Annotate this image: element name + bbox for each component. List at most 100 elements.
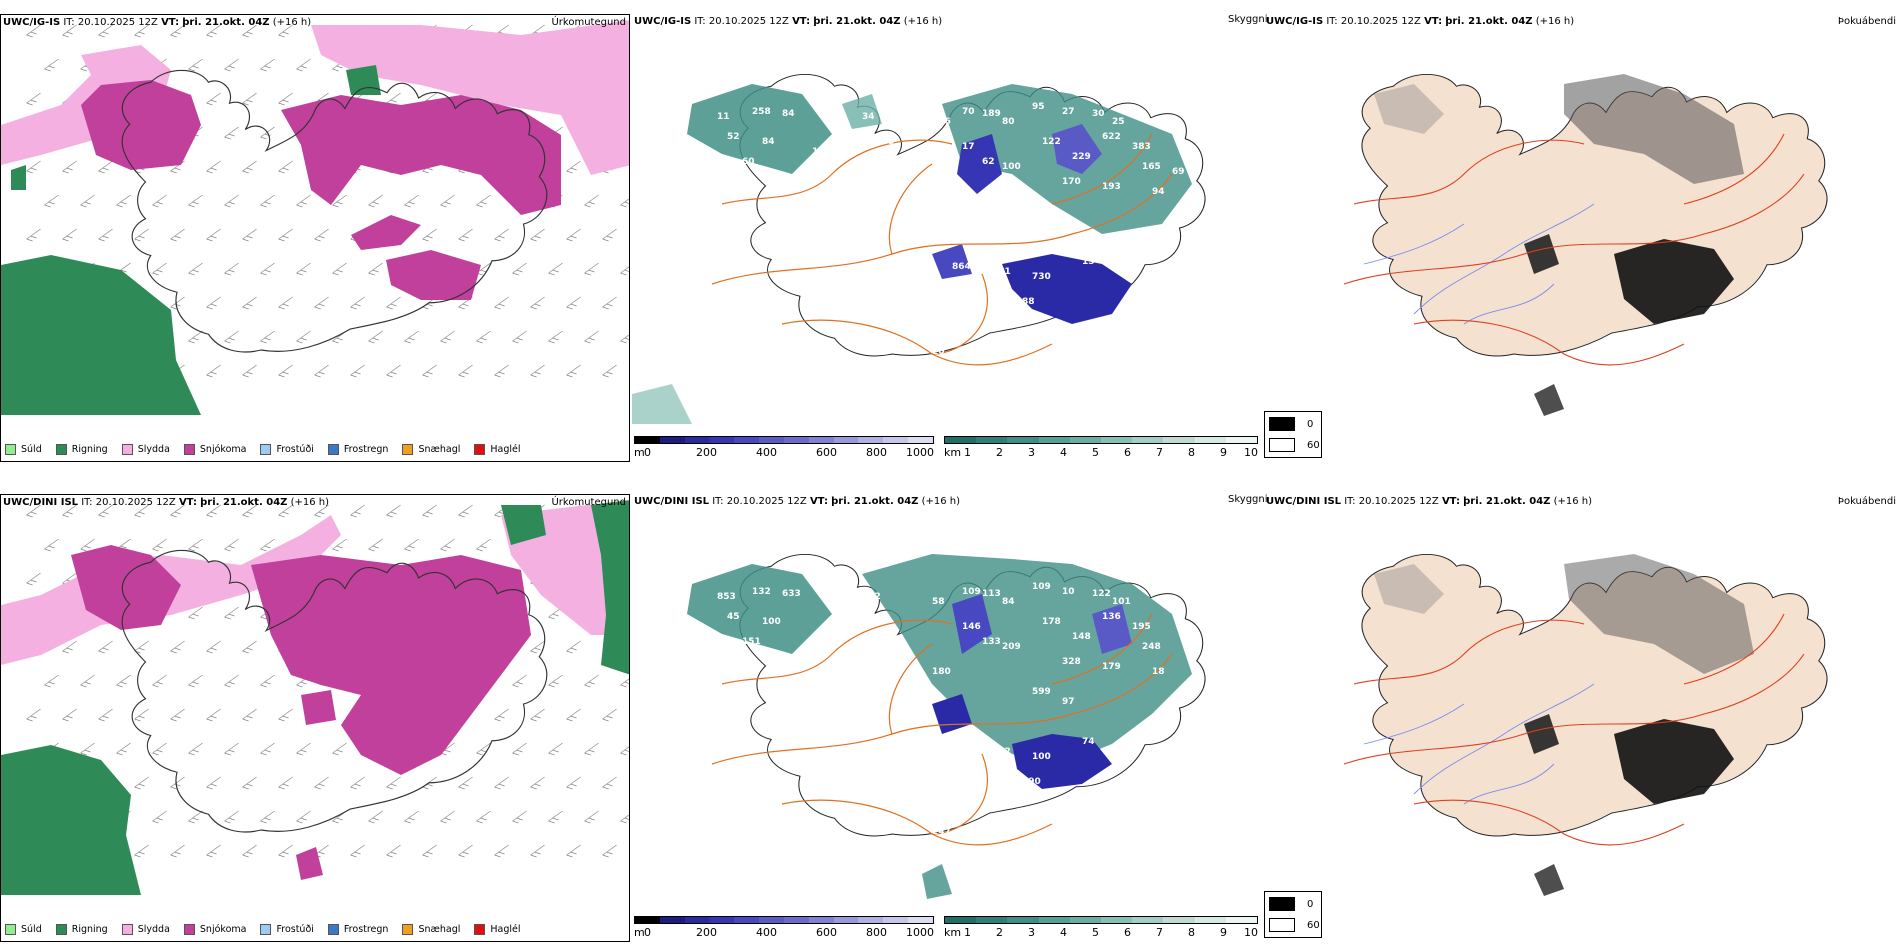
wind-barb xyxy=(494,296,509,310)
wind-barb xyxy=(44,58,59,72)
rain-area xyxy=(11,165,26,190)
wind-barb xyxy=(206,776,221,790)
wind-barb xyxy=(206,160,221,174)
fog-map-1 xyxy=(1343,73,1828,416)
ceiling-value-label: 179 xyxy=(1102,662,1121,672)
legend-item: Rigning xyxy=(55,444,108,455)
wind-barb xyxy=(350,364,365,378)
wind-barb xyxy=(368,330,383,344)
legend-swatch xyxy=(260,924,272,935)
ceiling-value-label: 622 xyxy=(862,592,881,602)
wind-barb xyxy=(224,606,239,620)
fog-legend-item: 0 xyxy=(1269,417,1313,431)
wind-barb xyxy=(386,504,401,518)
low-visibility-area xyxy=(687,564,832,654)
ceiling-value-label: 853 xyxy=(717,592,736,602)
fog-area xyxy=(1524,714,1559,754)
ceiling-value-label: 247 xyxy=(912,737,931,747)
ceiling-value-label: 170 xyxy=(1062,177,1081,187)
wind-barb xyxy=(206,296,221,310)
colorbar-step xyxy=(1007,437,1039,443)
visibility-unit: km xyxy=(944,926,962,939)
colorbar-step xyxy=(833,437,859,443)
wind-barb xyxy=(170,24,185,38)
wind-barb xyxy=(314,228,329,242)
colorbar-step xyxy=(783,917,809,923)
legend-swatch xyxy=(121,924,133,935)
visibility-tick: 6 xyxy=(1124,926,1131,939)
colorbar-step xyxy=(1007,917,1039,923)
ceiling-tick: 200 xyxy=(696,926,717,939)
colorbar-step xyxy=(1069,917,1102,923)
wind-barb xyxy=(368,262,383,276)
ceiling-unit: m xyxy=(634,926,645,939)
ceiling-value-label: 133 xyxy=(982,637,1001,647)
wind-barb xyxy=(530,640,545,654)
wind-barb xyxy=(278,504,293,518)
precip-map-2 xyxy=(1,495,629,895)
wind-barb xyxy=(98,228,113,242)
ceiling-value-label: 84 xyxy=(1002,597,1015,607)
ceiling-value-label: 74 xyxy=(1082,737,1095,747)
variable-label: Þokuábendi xyxy=(1837,496,1896,507)
wind-barb xyxy=(602,844,617,858)
legend-swatch xyxy=(183,444,195,455)
wind-barb xyxy=(386,776,401,790)
wind-barb xyxy=(458,504,473,518)
colorbar-step xyxy=(1163,917,1195,923)
fog-legend-swatch xyxy=(1269,417,1295,431)
ceiling-value-label: 113 xyxy=(982,589,1001,599)
wind-barb xyxy=(170,640,185,654)
wind-barb xyxy=(206,92,221,106)
colorbar-step xyxy=(659,917,685,923)
ceiling-value-label: 11 xyxy=(717,112,730,122)
wind-barb xyxy=(566,296,581,310)
wind-barb xyxy=(296,330,311,344)
wind-barb xyxy=(584,742,599,756)
fog-area xyxy=(1374,84,1444,134)
low-visibility-area xyxy=(922,864,952,899)
wind-barb xyxy=(602,708,617,722)
snow-area xyxy=(281,95,561,215)
fog-area xyxy=(1534,864,1564,896)
wind-barb xyxy=(350,776,365,790)
wind-barb xyxy=(422,844,437,858)
visibility-tick: 8 xyxy=(1188,926,1195,939)
ceiling-value-label: 30 xyxy=(1092,109,1105,119)
wind-barb xyxy=(188,606,203,620)
wind-barb xyxy=(548,330,563,344)
wind-barb xyxy=(548,674,563,688)
legend-swatch xyxy=(474,444,486,455)
wind-barb xyxy=(62,504,77,518)
wind-barb xyxy=(134,24,149,38)
wind-barb xyxy=(602,296,617,310)
wind-barb xyxy=(242,364,257,378)
ceiling-value-label: 88 xyxy=(1022,297,1035,307)
road-network xyxy=(1343,613,1805,846)
precip-legend-1: Súld Rigning Slydda Snjókoma Frostúði Fr… xyxy=(5,444,521,455)
colorbar-step xyxy=(684,917,710,923)
wind-barb xyxy=(278,296,293,310)
colorbar-step xyxy=(759,917,784,923)
fog-legend-item: 60 xyxy=(1269,438,1320,452)
wind-barb xyxy=(152,674,167,688)
wind-barb xyxy=(566,228,581,242)
wind-barb xyxy=(206,640,221,654)
ceiling-tick: 400 xyxy=(756,446,777,459)
panel-title: UWC/DINI ISL IT: 20.10.2025 12Z VT: þri.… xyxy=(634,496,961,507)
wind-barb xyxy=(242,776,257,790)
ceiling-value-label: 135 xyxy=(912,257,931,267)
wind-barb xyxy=(170,504,185,518)
wind-barb xyxy=(458,776,473,790)
panel-title: UWC/IG-IS IT: 20.10.2025 12Z VT: þri. 21… xyxy=(634,16,943,27)
wind-barb xyxy=(314,364,329,378)
wind-barb xyxy=(512,674,527,688)
sleet-area xyxy=(311,20,629,175)
wind-barb xyxy=(584,194,599,208)
ceiling-value-label: 248 xyxy=(1142,642,1161,652)
ceiling-value-label: 165 xyxy=(1142,162,1161,172)
ceiling-colorbar-strip xyxy=(634,916,934,924)
ceiling-value-label: 69 xyxy=(1172,167,1185,177)
visibility-tick: 5 xyxy=(1092,926,1099,939)
wind-barb xyxy=(350,504,365,518)
